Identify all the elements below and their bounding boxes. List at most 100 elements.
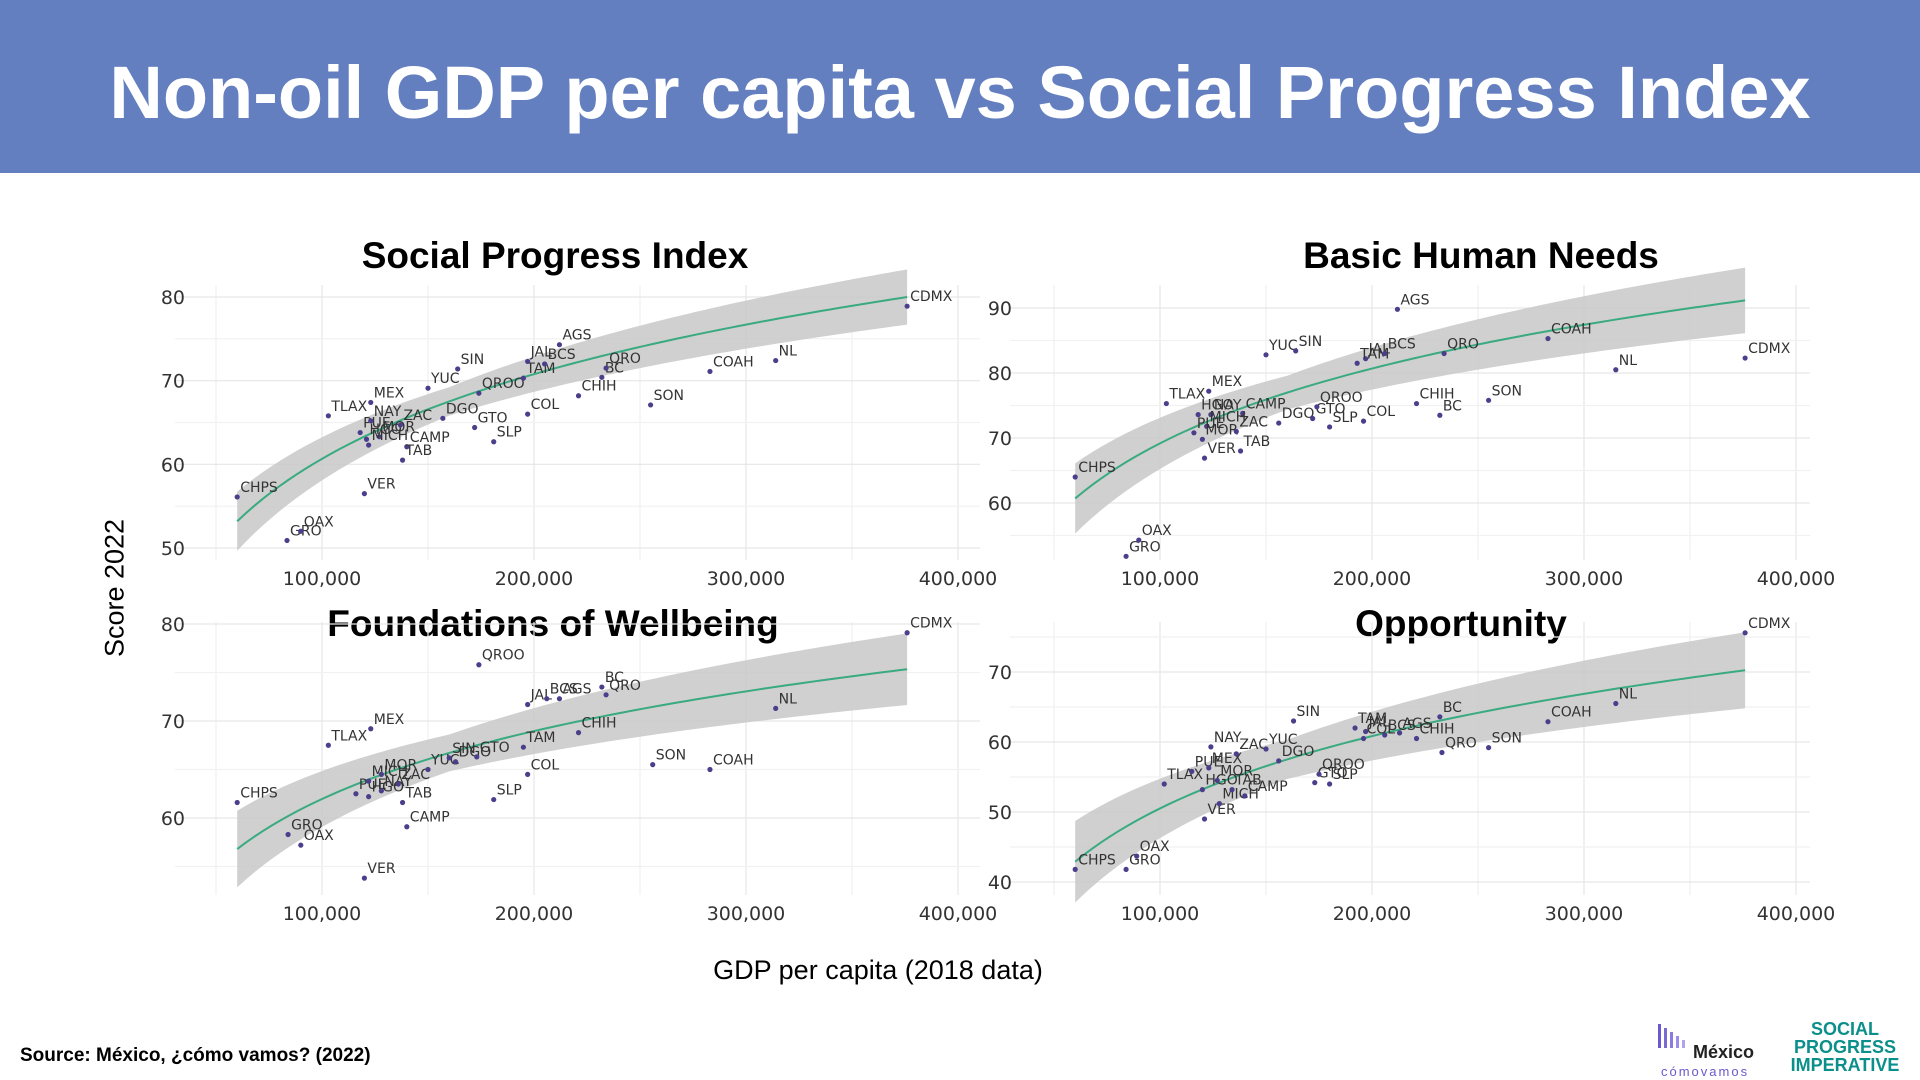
bhn-point-bcs bbox=[1382, 350, 1388, 357]
fow-point-label-bc: BC bbox=[605, 670, 624, 686]
fow-point-label-ags: AGS bbox=[562, 682, 591, 698]
spi-point-label-nl: NL bbox=[779, 344, 797, 360]
opp-point-label-qro: QRO bbox=[1445, 736, 1477, 752]
opp-point-dgo bbox=[1276, 758, 1282, 764]
bhn-point-zac bbox=[1233, 428, 1239, 435]
fow-xtick-label: 100,000 bbox=[283, 903, 362, 925]
opp-point-label-zac: ZAC bbox=[1239, 737, 1268, 753]
spi-point-label-tab: TAB bbox=[405, 443, 433, 459]
y-axis-label: Score 2022 bbox=[99, 518, 130, 658]
mexico-como-vamos-logo: México cómovamos bbox=[1657, 1018, 1777, 1079]
x-axis-label: GDP per capita (2018 data) bbox=[713, 955, 1043, 985]
spi-point-label-hgo: HGO bbox=[370, 422, 402, 438]
opp-point-label-son: SON bbox=[1492, 731, 1522, 747]
bhn-point-label-son: SON bbox=[1492, 383, 1522, 399]
fow-point-label-coah: COAH bbox=[713, 753, 754, 769]
spi-point-col bbox=[525, 411, 531, 417]
panel-title-spi: Social Progress Index bbox=[361, 235, 749, 276]
fow-point-label-jal: JAL bbox=[530, 688, 552, 704]
bhn-point-label-ags: AGS bbox=[1400, 292, 1429, 308]
opp-point-hgo bbox=[1199, 787, 1205, 793]
opp-point-label-dgo: DGO bbox=[1282, 744, 1315, 760]
opp-point-label-slp: SLP bbox=[1333, 767, 1358, 783]
bhn-point-tab bbox=[1237, 448, 1244, 454]
opp-point-label-bc: BC bbox=[1443, 700, 1462, 716]
opp-xtick-label: 200,000 bbox=[1333, 903, 1412, 925]
opp-point-qroo bbox=[1316, 771, 1322, 777]
opp-point-mor bbox=[1214, 777, 1220, 784]
opp-point-label-mor: MOR bbox=[1220, 764, 1253, 780]
spi-point-coah bbox=[707, 368, 713, 375]
fow-point-label-zac: ZAC bbox=[401, 767, 430, 783]
spi-point-bcs bbox=[542, 361, 548, 367]
bhn-point-label-coah: COAH bbox=[1551, 322, 1592, 338]
opp-point-son bbox=[1486, 745, 1492, 751]
spi-point-tam bbox=[520, 375, 527, 381]
opp-point-label-sin: SIN bbox=[1297, 704, 1321, 720]
spi-point-son bbox=[648, 402, 654, 408]
fow-point-label-son: SON bbox=[656, 748, 686, 764]
fow-point-chps bbox=[234, 799, 240, 806]
fow-point-hgo bbox=[366, 794, 372, 800]
spi-point-label-camp: CAMP bbox=[410, 430, 450, 446]
logo-line-imperative: IMPERATIVE bbox=[1790, 1055, 1900, 1075]
fow-confidence-band bbox=[237, 633, 908, 888]
spi-point-oax bbox=[298, 528, 304, 534]
spi-fit-line bbox=[236, 296, 908, 522]
fow-fit-line bbox=[236, 668, 908, 850]
spi-confidence-band bbox=[237, 269, 908, 551]
logo-word-como-vamos: cómovamos bbox=[1661, 1064, 1750, 1079]
opp-xtick-label: 400,000 bbox=[1757, 903, 1836, 925]
bhn-point-label-tab: TAB bbox=[1243, 434, 1271, 450]
spi-point-sin bbox=[455, 366, 461, 372]
bhn-point-tlax bbox=[1163, 400, 1169, 407]
opp-point-label-ver: VER bbox=[1208, 802, 1236, 818]
fow-xtick-label: 200,000 bbox=[495, 903, 574, 925]
bhn-point-label-chps: CHPS bbox=[1078, 460, 1116, 476]
opp-point-bc bbox=[1437, 714, 1443, 720]
spi-point-chih bbox=[575, 393, 582, 399]
bhn-point-label-camp: CAMP bbox=[1246, 396, 1286, 412]
fow-point-label-ver: VER bbox=[367, 861, 395, 877]
opp-xtick-label: 300,000 bbox=[1545, 903, 1624, 925]
opp-point-label-pue: PUE bbox=[1195, 754, 1223, 770]
bhn-point-label-bc: BC bbox=[1443, 398, 1462, 414]
opp-point-label-yuc: YUC bbox=[1268, 732, 1298, 748]
opp-ytick-label: 70 bbox=[988, 662, 1012, 684]
opp-point-coah bbox=[1545, 719, 1551, 725]
bhn-point-label-mex: MEX bbox=[1212, 374, 1243, 390]
fow-point-label-chps: CHPS bbox=[240, 785, 278, 801]
fow-ytick-label: 70 bbox=[161, 711, 185, 733]
bhn-point-slp bbox=[1327, 424, 1333, 430]
opp-point-zac bbox=[1233, 751, 1239, 757]
bhn-point-label-chih: CHIH bbox=[1420, 387, 1455, 403]
spi-point-label-bc: BC bbox=[605, 360, 624, 376]
fow-point-label-tlax: TLAX bbox=[330, 728, 367, 744]
opp-point-label-chps: CHPS bbox=[1078, 852, 1116, 868]
bhn-point-ver bbox=[1201, 455, 1208, 461]
opp-point-ver bbox=[1201, 816, 1208, 822]
bhn-ytick-label: 60 bbox=[988, 493, 1012, 515]
fow-point-label-qroo: QROO bbox=[482, 648, 525, 664]
bhn-point-nl bbox=[1613, 367, 1619, 373]
bhn-point-mich bbox=[1204, 423, 1210, 429]
opp-confidence-band bbox=[1075, 632, 1746, 903]
fow-point-label-sin: SIN bbox=[452, 741, 476, 757]
spi-point-dgo bbox=[440, 415, 446, 421]
opp-point-label-camp: CAMP bbox=[1248, 779, 1288, 795]
spi-point-nay bbox=[368, 418, 374, 424]
spi-point-label-chps: CHPS bbox=[240, 480, 278, 496]
title-banner: Non-oil GDP per capita vs Social Progres… bbox=[0, 0, 1920, 173]
fow-point-label-gto: GTO bbox=[480, 740, 510, 756]
bhn-point-hgo bbox=[1195, 412, 1201, 418]
bhn-point-label-slp: SLP bbox=[1333, 410, 1358, 426]
spi-point-yuc bbox=[425, 385, 431, 391]
bhn-point-chps bbox=[1072, 474, 1078, 480]
opp-point-label-gto: GTO bbox=[1318, 766, 1348, 782]
spi-xtick-label: 100,000 bbox=[283, 568, 362, 590]
bhn-ytick-label: 90 bbox=[988, 298, 1012, 320]
source-note: Source: México, ¿cómo vamos? (2022) bbox=[20, 1045, 371, 1066]
bhn-fit-line bbox=[1074, 299, 1746, 500]
fow-point-slp bbox=[491, 796, 497, 803]
